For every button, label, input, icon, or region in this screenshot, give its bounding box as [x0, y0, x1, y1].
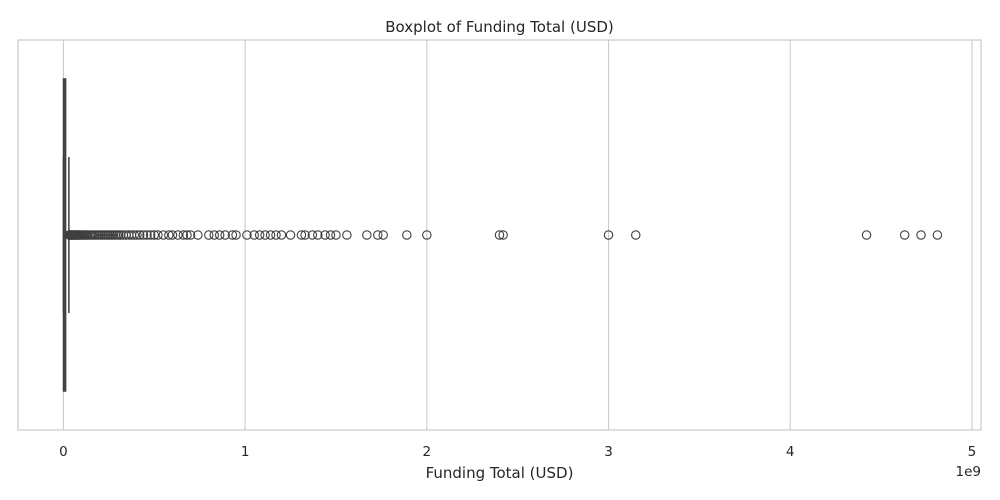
x-axis-offset-label: 1e9 [956, 464, 981, 480]
outlier-point [249, 230, 259, 240]
outlier-point [164, 230, 174, 240]
outlier-point [342, 230, 352, 240]
outlier-point [185, 230, 196, 240]
outlier-layer [64, 230, 943, 240]
outlier-point [362, 230, 372, 240]
outlier-point [603, 230, 614, 240]
x-tick-label: 3 [604, 444, 613, 460]
outlier-point [899, 230, 910, 240]
outlier-point [307, 230, 318, 240]
outlier-point [402, 230, 412, 240]
x-tick-label: 4 [786, 444, 795, 460]
outlier-point [142, 230, 152, 240]
outlier-point [153, 230, 163, 240]
outlier-point [422, 230, 432, 240]
x-axis-ticks: 0 1 2 3 4 5 [59, 444, 976, 460]
x-tick-label: 5 [968, 444, 977, 460]
outlier-point [132, 230, 142, 240]
outlier-point [129, 230, 140, 240]
grid-layer [62, 40, 973, 430]
outlier-point [373, 230, 383, 240]
outlier-point [325, 230, 336, 240]
outlier-point [265, 230, 276, 240]
x-tick-label: 0 [59, 444, 68, 460]
outlier-point [204, 230, 214, 240]
outlier-point [193, 230, 203, 240]
outlier-point [167, 230, 178, 240]
outlier-point [158, 230, 169, 240]
outlier-point [300, 230, 310, 240]
outlier-point [916, 230, 926, 240]
outlier-point [378, 230, 388, 240]
outlier-point [631, 230, 641, 240]
outlier-point [182, 230, 192, 240]
outlier-point [134, 230, 145, 240]
outlier-point [214, 230, 225, 240]
outlier-point [178, 230, 189, 240]
outlier-point [227, 230, 238, 240]
outlier-point [331, 230, 341, 240]
plot-frame [17, 39, 982, 431]
outlier-point [320, 230, 330, 240]
outlier-point [220, 230, 230, 240]
outlier-point [932, 230, 943, 240]
outlier-point [138, 230, 149, 240]
outlier-point [242, 230, 252, 240]
outlier-point [285, 230, 296, 240]
outlier-point [254, 230, 265, 240]
x-axis-label: Funding Total (USD) [426, 464, 574, 482]
outlier-point [173, 230, 183, 240]
outlier-point [276, 230, 287, 240]
outlier-point [231, 230, 241, 240]
outlier-point [313, 230, 323, 240]
x-tick-label: 2 [423, 444, 432, 460]
outlier-point [861, 230, 872, 240]
outlier-point [260, 230, 270, 240]
chart-title: Boxplot of Funding Total (USD) [385, 18, 614, 36]
outlier-point [149, 230, 160, 240]
outlier-point [494, 230, 505, 240]
outlier-point [271, 230, 281, 240]
outlier-point [209, 230, 219, 240]
x-tick-label: 1 [241, 444, 250, 460]
outlier-point [296, 230, 307, 240]
outlier-point [498, 230, 508, 240]
outlier-point [145, 230, 156, 240]
